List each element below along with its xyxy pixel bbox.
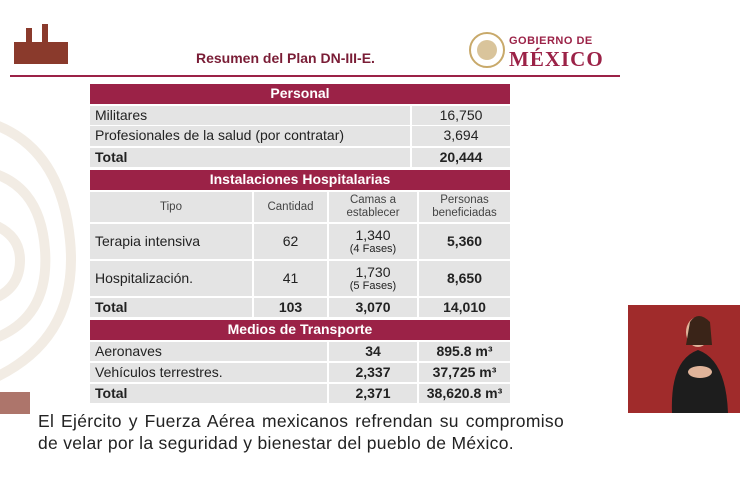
cell-text: Cantidad <box>267 200 314 213</box>
table-cell: Personal <box>90 84 510 104</box>
logo-text: MÉXICO <box>509 47 604 71</box>
table-cell: Militares <box>90 106 410 125</box>
table-cell: 62 <box>254 224 327 259</box>
cell-text: 14,010 <box>443 298 486 315</box>
cell-text: Vehículos terrestres. <box>95 363 223 380</box>
cell-text: 37,725 m³ <box>432 363 497 380</box>
footer-text: El Ejército y Fuerza Aérea mexicanos ref… <box>38 411 564 453</box>
table-cell: Cantidad <box>254 192 327 222</box>
table-cell: 103 <box>254 298 327 317</box>
table-cell: 3,070 <box>329 298 417 317</box>
cell-text: 895.8 m³ <box>436 342 493 359</box>
cell-text: 2,337 <box>355 363 391 380</box>
table-cell: 37,725 m³ <box>419 363 510 382</box>
cell-text: 20,444 <box>439 148 483 165</box>
table-cell: Terapia intensiva <box>90 224 252 259</box>
cell-text: (5 Fases) <box>349 280 397 293</box>
cell-text: 3,070 <box>355 298 391 315</box>
cell-text: 3,694 <box>443 127 479 144</box>
cell-text: Total <box>95 384 128 401</box>
table-cell: 5,360 <box>419 224 510 259</box>
table-cell: 14,010 <box>419 298 510 317</box>
cell-text: Total <box>95 298 128 315</box>
cell-text: Tipo <box>160 200 182 213</box>
cell-text: 8,650 <box>446 269 483 286</box>
cell-text: Personas beneficiadas <box>432 194 497 219</box>
table-cell: Camas a establecer <box>329 192 417 222</box>
cell-text: Camas a establecer <box>346 194 400 219</box>
table-cell: 3,694 <box>412 126 510 146</box>
cell-text: Medios de Transporte <box>227 321 373 338</box>
cell-text: 41 <box>282 269 299 286</box>
table-cell: Total <box>90 298 252 317</box>
cell-text: Hospitalización. <box>95 269 194 286</box>
table-cell: 34 <box>329 342 417 361</box>
table-cell: Personas beneficiadas <box>419 192 510 222</box>
table-cell: 2,371 <box>329 384 417 403</box>
logo-text: GOBIERNO DE <box>509 35 593 47</box>
table-cell: Profesionales de la salud (por contratar… <box>90 126 410 146</box>
cell-text: 16,750 <box>439 106 483 123</box>
table-cell: Tipo <box>90 192 252 222</box>
table-cell: Total <box>90 384 327 403</box>
cell-text: (4 Fases) <box>349 243 397 256</box>
table-cell: 895.8 m³ <box>419 342 510 361</box>
table-cell: Medios de Transporte <box>90 320 510 340</box>
cell-text: 103 <box>278 298 303 315</box>
cell-text: Terapia intensiva <box>95 232 201 249</box>
cell-text: 2,371 <box>355 384 391 401</box>
table-cell: 41 <box>254 261 327 296</box>
cell-text: 62 <box>282 232 299 249</box>
cell-text: 5,360 <box>446 232 483 249</box>
table-cell: Instalaciones Hospitalarias <box>90 170 510 190</box>
cell-text: Instalaciones Hospitalarias <box>209 171 391 188</box>
cell-text: 34 <box>365 342 381 359</box>
cell-text: 1,730 <box>355 263 391 280</box>
table-cell: Aeronaves <box>90 342 327 361</box>
table-cell: Hospitalización. <box>90 261 252 296</box>
cell-text: Aeronaves <box>95 342 162 359</box>
table-cell: 16,750 <box>412 106 510 125</box>
table-cell: Vehículos terrestres. <box>90 363 327 382</box>
cell-text: Total <box>95 148 128 165</box>
table-cell: 8,650 <box>419 261 510 296</box>
slide-title: Resumen del Plan DN-III-E. <box>196 50 375 66</box>
cell-text: Profesionales de la salud (por contratar… <box>95 127 345 144</box>
cell-text: Militares <box>95 106 148 123</box>
cell-text: Personal <box>270 85 330 102</box>
table-cell: 20,444 <box>412 148 510 167</box>
table-cell: 38,620.8 m³ <box>419 384 510 403</box>
table-cell: 2,337 <box>329 363 417 382</box>
cell-text: 1,340 <box>355 226 391 243</box>
table-cell: Total <box>90 148 410 167</box>
cell-text: 38,620.8 m³ <box>426 384 503 401</box>
table-cell: 1,730 (5 Fases) <box>329 261 417 296</box>
table-cell: 1,340 (4 Fases) <box>329 224 417 259</box>
